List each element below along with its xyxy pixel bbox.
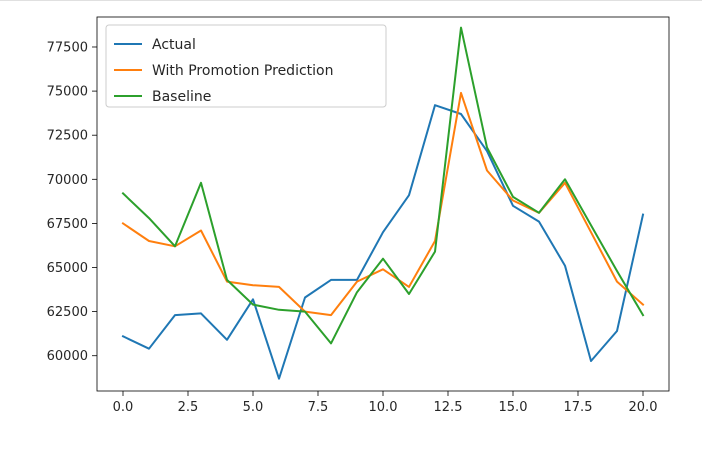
x-tick-label: 10.0 — [369, 400, 398, 415]
y-tick-label: 65000 — [47, 261, 88, 276]
top-divider — [0, 0, 702, 1]
legend-label-actual: Actual — [152, 37, 196, 53]
y-tick-label: 70000 — [47, 173, 88, 188]
series-layer — [121, 26, 645, 380]
legend-label-baseline: Baseline — [152, 89, 211, 105]
y-tick-label: 75000 — [47, 85, 88, 100]
x-tick-label: 17.5 — [564, 400, 593, 415]
y-tick-label: 62500 — [47, 305, 88, 320]
x-tick-label: 12.5 — [434, 400, 463, 415]
y-axis: 60000 62500 65000 67500 70000 72500 75000 77500 — [47, 40, 97, 364]
x-axis: 0.0 2.5 5.0 7.5 10.0 12.5 15.0 17.5 20.0 — [113, 391, 658, 415]
x-tick-label: 2.5 — [178, 400, 199, 415]
series-line-baseline — [121, 26, 645, 345]
legend-box — [105, 24, 387, 108]
series-line-actual — [121, 104, 645, 380]
x-tick-label: 0.0 — [113, 400, 134, 415]
x-tick-label: 20.0 — [629, 400, 658, 415]
legend-label-with-promotion-prediction: With Promotion Prediction — [152, 63, 333, 79]
y-tick-label: 67500 — [47, 217, 88, 232]
x-tick-label: 5.0 — [243, 400, 264, 415]
y-tick-label: 77500 — [47, 40, 88, 55]
series-line-with-promotion-prediction — [121, 91, 645, 317]
x-tick-label: 7.5 — [308, 400, 329, 415]
x-tick-label: 15.0 — [499, 400, 528, 415]
y-tick-label: 60000 — [47, 349, 88, 364]
legend: Actual With Promotion Prediction Baseline — [105, 24, 387, 108]
y-tick-label: 72500 — [47, 129, 88, 144]
